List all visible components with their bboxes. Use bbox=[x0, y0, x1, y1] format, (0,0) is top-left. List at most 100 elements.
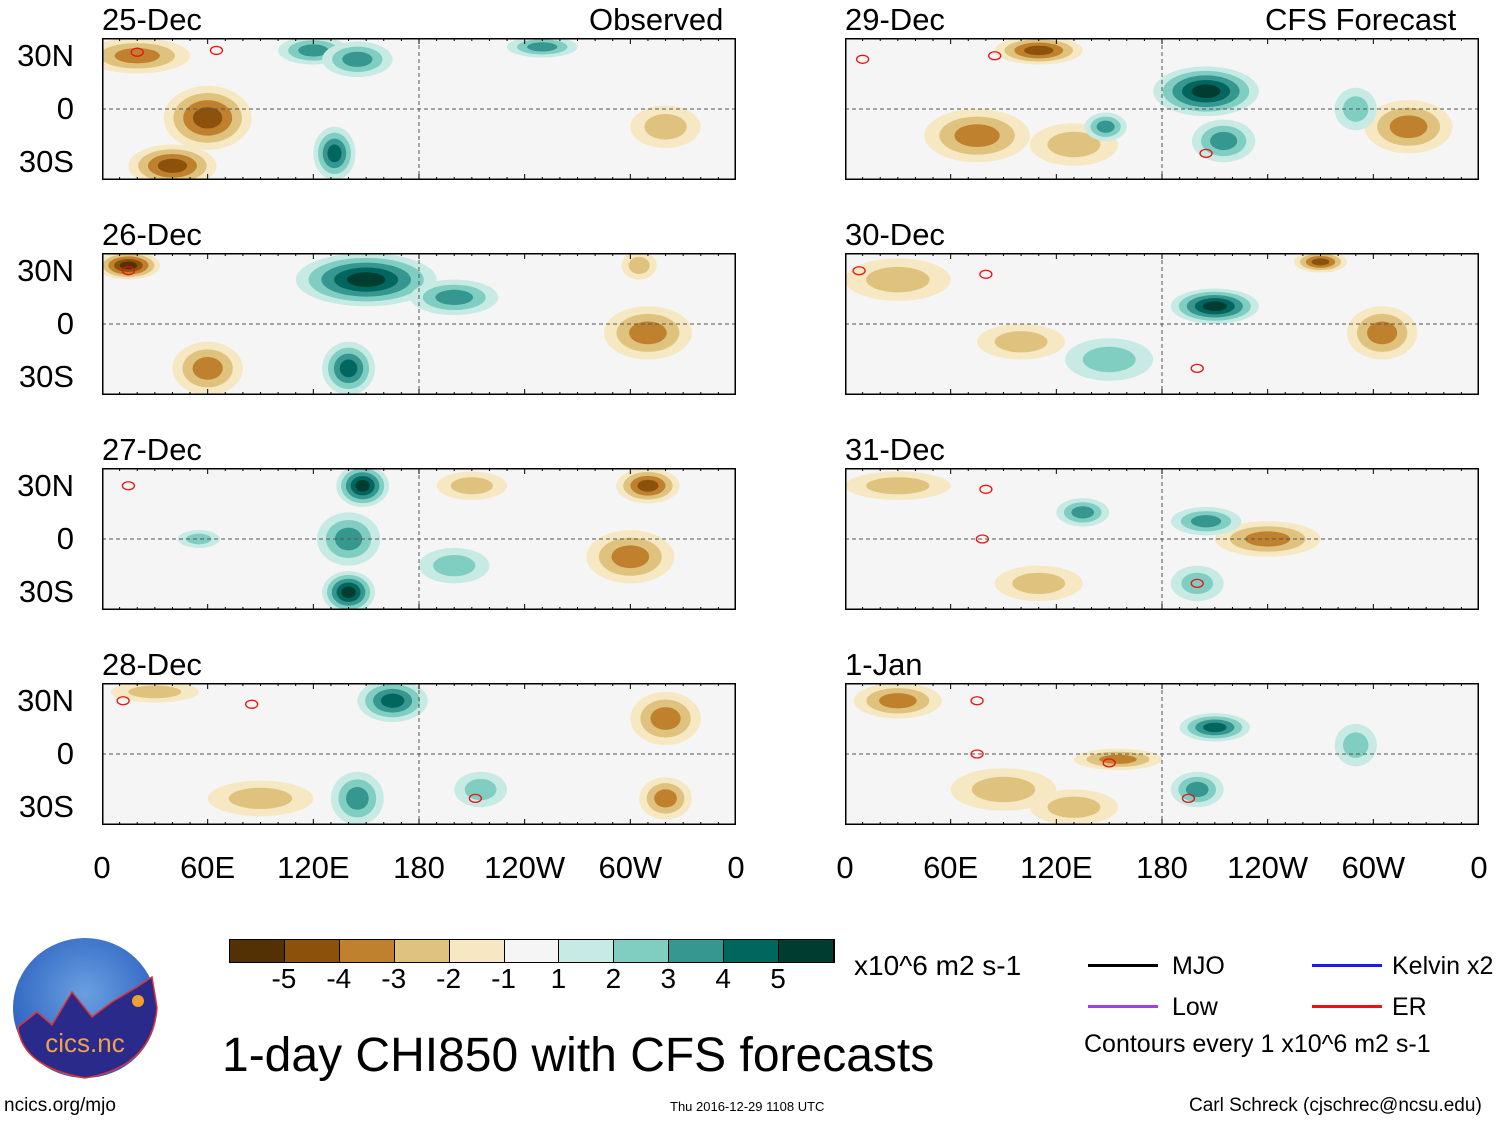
anomaly-contour-fill bbox=[157, 158, 188, 173]
anomaly-contour-fill bbox=[1191, 84, 1221, 99]
anomaly-contour-fill bbox=[355, 479, 370, 492]
anomaly-contour-fill bbox=[1185, 781, 1209, 798]
map-panel bbox=[102, 38, 736, 180]
map-panel bbox=[845, 683, 1479, 825]
anomaly-contour-fill bbox=[1099, 754, 1137, 764]
x-tick-label: 120W bbox=[484, 850, 566, 885]
x-tick-label: 60W bbox=[1341, 850, 1406, 885]
anomaly-contour-fill bbox=[119, 261, 138, 270]
er-contour bbox=[245, 699, 259, 709]
colorbar-tick-label: 3 bbox=[660, 963, 677, 994]
colorbar-swatch bbox=[394, 940, 450, 962]
anomaly-contour-fill bbox=[1210, 131, 1238, 151]
colorbar-swatch bbox=[504, 940, 560, 962]
figure-title: 1-day CHI850 with CFS forecasts bbox=[222, 1029, 935, 1082]
er-contour bbox=[1190, 363, 1204, 374]
panel-date-label: 30-Dec bbox=[845, 217, 945, 252]
y-tick-label: 0 bbox=[56, 306, 74, 341]
anomaly-contour-fill bbox=[1311, 258, 1330, 266]
map-panel bbox=[845, 468, 1479, 610]
anomaly-contour-fill bbox=[878, 693, 917, 709]
er-contour bbox=[988, 51, 1002, 61]
forecast-label: CFS Forecast bbox=[1265, 2, 1457, 37]
panel-date-label: 26-Dec bbox=[102, 217, 202, 252]
anomaly-contour-fill bbox=[1367, 321, 1398, 345]
colorbar-swatch bbox=[779, 940, 834, 962]
anomaly-contour-fill bbox=[866, 266, 930, 293]
colorbar-tick-label: -1 bbox=[491, 963, 516, 994]
colorbar-tick-label: -4 bbox=[326, 963, 352, 994]
svg-text:cics.nc: cics.nc bbox=[45, 1028, 124, 1058]
mjo-line-swatch bbox=[1088, 964, 1158, 967]
er-contour bbox=[209, 45, 224, 56]
er-contour bbox=[1199, 148, 1213, 159]
x-tick-label: 180 bbox=[1136, 850, 1188, 885]
x-tick-label: 180 bbox=[393, 850, 445, 885]
anomaly-contour-fill bbox=[527, 42, 558, 52]
y-tick-label: 30S bbox=[18, 789, 74, 825]
anomaly-contour-fill bbox=[1190, 515, 1222, 528]
anomaly-contour-fill bbox=[228, 787, 293, 810]
x-tick-label: 60W bbox=[598, 850, 663, 885]
panel-date-label: 27-Dec bbox=[102, 432, 202, 467]
x-tick-label: 0 bbox=[93, 850, 111, 885]
x-tick-label: 60E bbox=[180, 850, 236, 885]
site-link[interactable]: ncics.org/mjo bbox=[4, 1095, 116, 1116]
y-tick-label: 30S bbox=[18, 574, 74, 610]
colorbar bbox=[229, 939, 835, 963]
panel-date-label: 31-Dec bbox=[845, 432, 945, 467]
er-contour bbox=[855, 54, 870, 64]
anomaly-contour-fill bbox=[611, 545, 650, 569]
anomaly-contour-fill bbox=[450, 477, 493, 495]
timestamp: Thu 2016-12-29 1108 UTC bbox=[670, 1099, 825, 1114]
anomaly-contour-fill bbox=[1082, 346, 1136, 373]
units-label: x10^6 m2 s-1 bbox=[854, 950, 1022, 981]
y-tick-label: 30S bbox=[18, 144, 74, 180]
anomaly-contour-fill bbox=[298, 44, 329, 57]
anomaly-contour-fill bbox=[342, 51, 373, 67]
anomaly-contour-fill bbox=[433, 554, 476, 577]
y-tick-label: 30N bbox=[17, 682, 74, 718]
anomaly-contour-fill bbox=[1343, 732, 1369, 758]
panel-date-label: 28-Dec bbox=[102, 647, 202, 682]
colorbar-tick-label: -2 bbox=[436, 963, 462, 994]
cics-logo: cics.nc bbox=[13, 938, 158, 1079]
anomaly-contour-fill bbox=[644, 113, 687, 140]
er-contour bbox=[116, 696, 130, 706]
er-contour bbox=[852, 266, 866, 276]
colorbar-swatch bbox=[614, 940, 670, 962]
y-tick-label: 0 bbox=[56, 521, 74, 556]
anomaly-contour-fill bbox=[339, 359, 358, 378]
kelvin-line-swatch bbox=[1312, 964, 1382, 967]
panel-date-label: 29-Dec bbox=[845, 2, 945, 37]
anomaly-contour-fill bbox=[192, 356, 223, 380]
legend-er: ER bbox=[1392, 993, 1427, 1021]
map-panel bbox=[102, 683, 736, 825]
er-contour bbox=[1181, 793, 1196, 804]
y-tick-label: 0 bbox=[56, 736, 74, 771]
er-contour bbox=[1102, 758, 1116, 768]
x-tick-label: 120E bbox=[277, 850, 350, 885]
colorbar-swatch bbox=[724, 940, 780, 962]
er-contour bbox=[1190, 578, 1204, 589]
er-contour bbox=[130, 47, 144, 57]
anomaly-contour-fill bbox=[128, 685, 182, 699]
anomaly-contour-fill bbox=[628, 256, 650, 274]
y-tick-label: 0 bbox=[56, 91, 74, 126]
colorbar-swatch bbox=[559, 940, 615, 962]
x-tick-label: 0 bbox=[727, 850, 745, 885]
y-tick-label: 30N bbox=[17, 37, 74, 73]
anomaly-contour-fill bbox=[654, 789, 677, 808]
map-panel bbox=[845, 253, 1479, 395]
anomaly-contour-fill bbox=[327, 144, 342, 163]
panel-date-label: 1-Jan bbox=[845, 647, 923, 682]
colorbar-tick-label: 4 bbox=[715, 963, 731, 994]
er-line-swatch bbox=[1312, 1005, 1382, 1008]
anomaly-contour-fill bbox=[341, 586, 356, 599]
colorbar-tick-label: -3 bbox=[381, 963, 407, 994]
anomaly-contour-fill bbox=[1047, 131, 1101, 158]
anomaly-contour-fill bbox=[1389, 115, 1428, 139]
legend-low: Low bbox=[1172, 993, 1218, 1021]
panel-date-label: 25-Dec bbox=[102, 2, 202, 37]
